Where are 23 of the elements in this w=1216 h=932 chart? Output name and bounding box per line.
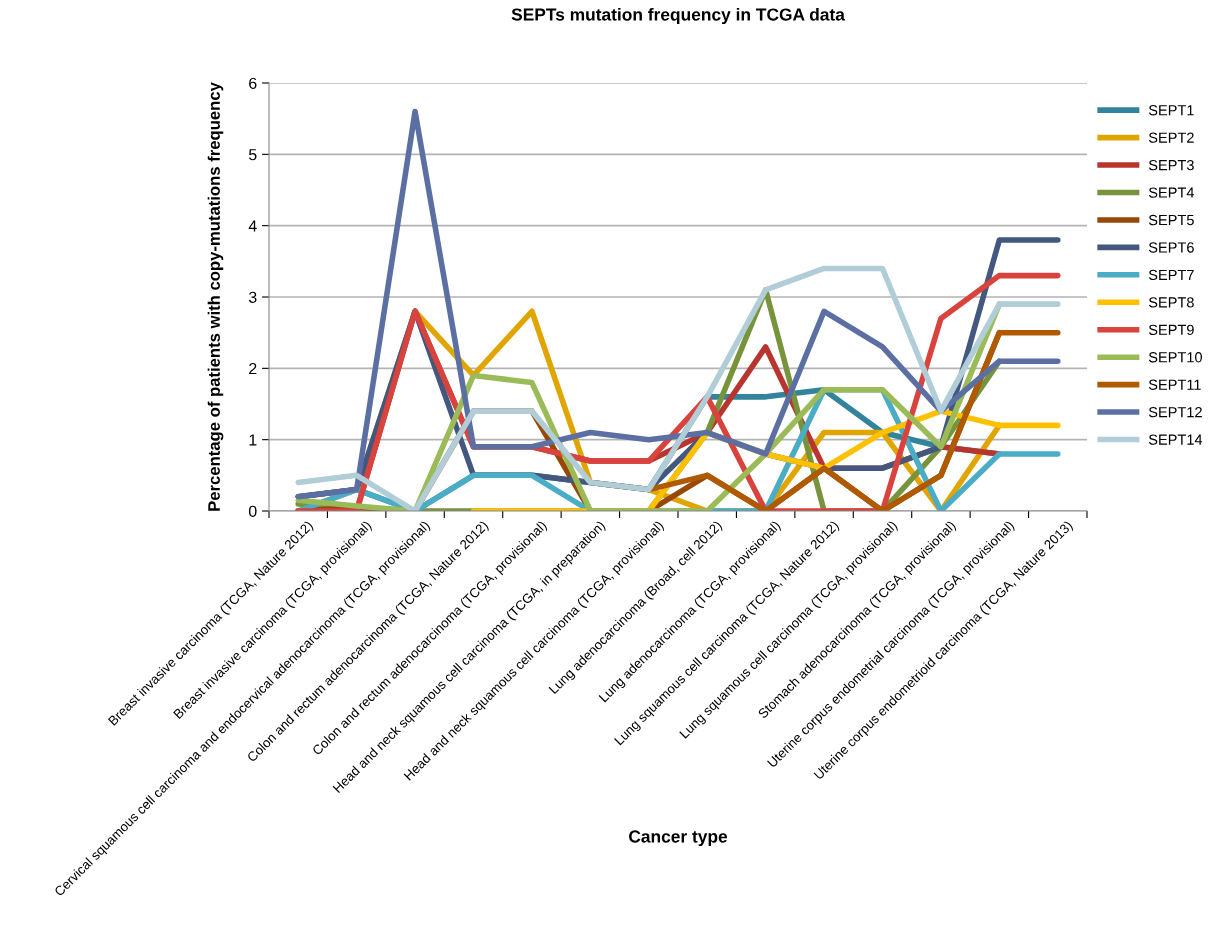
legend-label: SEPT10 [1148,352,1202,363]
legend-label: SEPT3 [1148,159,1194,171]
legend-label: SEPT11 [1148,379,1201,390]
x-axis-title: Cancer type [629,830,728,847]
legend-label: SEPT2 [1148,132,1194,143]
legend-label: SEPT4 [1148,187,1195,198]
legend-label: SEPT7 [1148,269,1194,281]
legend-label: SEPT1 [1148,105,1194,116]
chart-title: SEPTs mutation frequency in TCGA data [511,7,845,25]
legend-label: SEPT5 [1148,214,1194,226]
legend-label: SEPT6 [1148,242,1194,253]
y-tick-label: 1 [249,434,257,446]
legend-label: SEPT9 [1148,324,1194,335]
y-tick-label: 0 [248,505,257,517]
y-tick-label: 2 [249,362,257,375]
y-tick-label: 5 [248,149,257,161]
y-tick-label: 3 [248,291,257,303]
legend-label: SEPT12 [1148,407,1202,418]
y-tick-label: 4 [248,220,257,232]
y-tick-label: 6 [249,77,257,89]
legend-label: SEPT8 [1148,297,1194,308]
y-axis-title: Percentage of patients with copy-mutations frequency [207,82,224,511]
legend-label: SEPT14 [1148,434,1203,445]
